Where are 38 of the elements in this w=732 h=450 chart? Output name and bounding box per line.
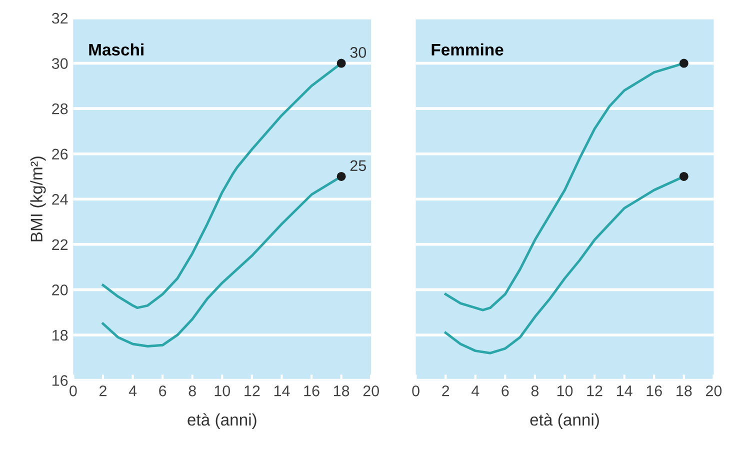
x-axis-title: età (anni)	[188, 413, 256, 429]
x-tick-label: 18	[334, 386, 350, 396]
x-tick-label: 20	[706, 386, 722, 396]
y-tick-label: 30	[52, 58, 68, 69]
y-axis-title: BMI (kg/m²)	[30, 156, 46, 242]
y-tick-label: 20	[52, 284, 68, 296]
x-tick-label: 18	[676, 386, 692, 396]
x-tick-label: 16	[646, 386, 662, 396]
y-tick-label: 16	[52, 375, 68, 386]
x-tick-label: 0	[70, 386, 77, 396]
x-tick-label: 0	[412, 386, 420, 396]
y-tick-label: 24	[52, 194, 68, 205]
x-tick-label: 8	[188, 386, 196, 396]
x-tick-label: 6	[502, 386, 509, 396]
text: Femmine	[432, 43, 504, 56]
x-tick-label: 6	[159, 386, 166, 396]
y-tick-label: 22	[52, 239, 68, 250]
x-tick-label: 8	[531, 386, 539, 396]
x-tick-label: 10	[557, 386, 573, 396]
annotation: 25	[350, 160, 366, 172]
y-tick-label: 32	[52, 12, 68, 24]
annotation: 30	[350, 47, 366, 58]
x-tick-label: 2	[442, 386, 450, 396]
x-tick-label: 14	[616, 386, 632, 396]
text: Maschi	[89, 43, 144, 56]
x-tick-label: 14	[274, 386, 290, 396]
y-tick-label: 26	[52, 148, 68, 160]
x-tick-label: 4	[471, 386, 480, 396]
x-tick-label: 12	[587, 386, 602, 396]
y-tick-label: 18	[52, 330, 68, 341]
x-tick-label: 2	[100, 386, 106, 396]
x-axis-title: età (anni)	[530, 413, 599, 429]
x-tick-label: 16	[304, 386, 320, 396]
x-tick-label: 20	[363, 386, 380, 396]
y-tick-label: 28	[52, 103, 68, 114]
x-tick-label: 10	[214, 386, 230, 396]
x-tick-label: 12	[244, 386, 260, 396]
x-tick-label: 4	[128, 386, 137, 396]
